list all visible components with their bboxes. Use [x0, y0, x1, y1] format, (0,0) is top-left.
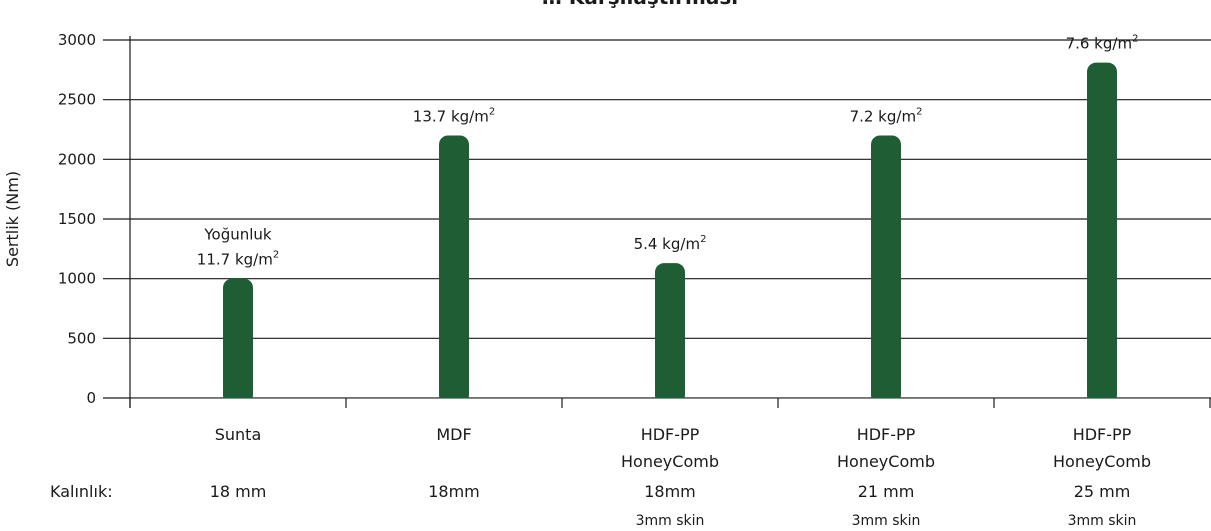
category-label: HDF-PP: [1073, 425, 1132, 444]
bar-base-mask: [131, 398, 1211, 411]
bar: [223, 278, 253, 404]
bar: [439, 135, 469, 404]
skin-label: 3mm skin: [852, 513, 921, 529]
y-tick-label: 1000: [58, 270, 96, 288]
y-axis-ticks: 0 500 1000 1500 2000 2500 3000: [58, 31, 130, 407]
y-tick-label: 500: [67, 329, 96, 347]
density-value: 13.7 kg/m2: [413, 106, 495, 125]
density-annotation: 13.7 kg/m2: [413, 106, 495, 125]
density-value: 7.6 kg/m2: [1066, 34, 1139, 53]
density-annotation: 7.6 kg/m2: [1066, 34, 1139, 53]
density-value: 7.2 kg/m2: [850, 106, 923, 125]
thickness-value: 18mm: [644, 482, 696, 501]
category-label: HDF-PP: [641, 425, 700, 444]
category-sublabel: HoneyComb: [837, 452, 935, 471]
thickness-value: 25 mm: [1074, 482, 1131, 501]
y-axis-label: Sertlik (Nm): [3, 171, 22, 267]
x-axis-labels: Sunta 18 mm MDF 18mm HDF-PP HoneyComb 18mm 3mm …: [210, 425, 1151, 529]
bar: [871, 135, 901, 404]
thickness-value: 21 mm: [858, 482, 915, 501]
density-value: 11.7 kg/m2: [197, 250, 279, 269]
chart-title: … Karşılaştırması: [542, 0, 738, 9]
bar: [655, 263, 685, 404]
density-annotation: 7.2 kg/m2: [850, 106, 923, 125]
y-tick-label: 3000: [58, 31, 96, 49]
thickness-value: 18 mm: [210, 482, 267, 501]
y-tick-label: 1500: [58, 210, 96, 228]
density-value: 5.4 kg/m2: [634, 234, 707, 253]
y-tick-label: 0: [86, 389, 96, 407]
category-label: Sunta: [215, 425, 262, 444]
category-sublabel: HoneyComb: [1053, 452, 1151, 471]
y-tick-label: 2500: [58, 91, 96, 109]
bar-annotations: 11.7 kg/m2 Yoğunluk 13.7 kg/m2 5.4 kg/m2 7.2…: [197, 34, 1139, 269]
density-annotation: 11.7 kg/m2 Yoğunluk: [197, 226, 279, 269]
category-label: MDF: [436, 425, 471, 444]
bars: [129, 62, 1211, 411]
density-annotation: 5.4 kg/m2: [634, 234, 707, 253]
thickness-row-label: Kalınlık:: [50, 482, 113, 501]
category-label: HDF-PP: [857, 425, 916, 444]
y-tick-label: 2000: [58, 150, 96, 168]
category-sublabel: HoneyComb: [621, 452, 719, 471]
skin-label: 3mm skin: [636, 513, 705, 529]
density-label: Yoğunluk: [203, 226, 272, 244]
skin-label: 3mm skin: [1068, 513, 1137, 529]
thickness-value: 18mm: [428, 482, 480, 501]
bar: [1087, 62, 1117, 404]
gridlines: [130, 39, 1211, 339]
